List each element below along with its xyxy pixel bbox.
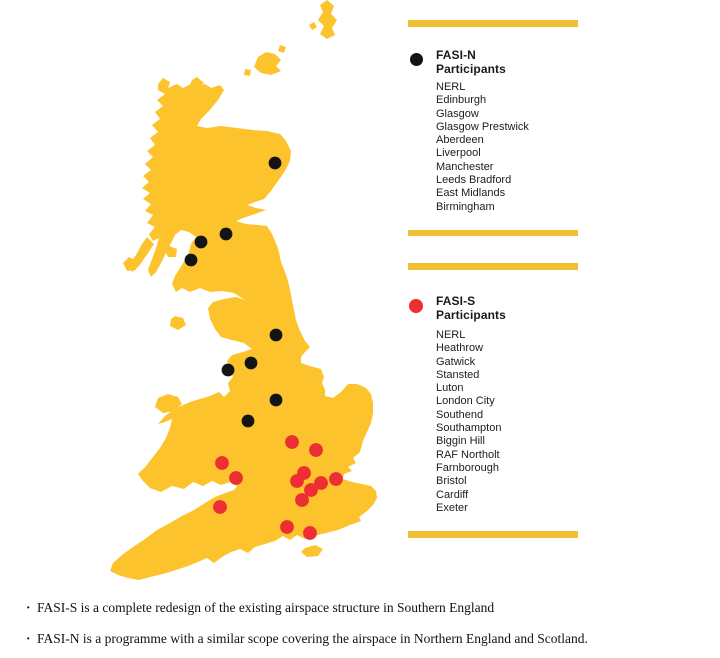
footnote-fasi-s: · FASI-S is a complete redesign of the ex…: [26, 599, 686, 616]
footnote-fasi-n: · FASI-N is a programme with a similar sc…: [26, 630, 686, 647]
legend-item: NERL: [436, 81, 466, 93]
legend-item: Southend: [436, 408, 484, 421]
island: [301, 545, 323, 557]
fasi-s-dot: [314, 476, 328, 490]
island: [155, 394, 182, 413]
fasi-s-legend-dot-icon: [409, 299, 423, 313]
legend-item: Glasgow Prestwick: [436, 120, 529, 133]
fasi-s-dot: [229, 471, 243, 485]
island: [309, 22, 317, 30]
fasi-n-top-rule: [408, 20, 578, 27]
island: [162, 132, 172, 147]
legend-item: Cardiff: [436, 488, 469, 501]
fasi-n-dot: [269, 328, 283, 342]
fasi-s-dot: [329, 472, 343, 486]
fasi-n-dots-group: [184, 156, 283, 428]
fasi-n-title-line: FASI-N: [436, 48, 476, 62]
legend-item: NERL: [436, 329, 466, 341]
fasi-s-dot: [309, 443, 323, 457]
island: [179, 149, 211, 184]
map-mainland: [110, 78, 377, 580]
fasi-s-bottom-rule: [408, 531, 578, 538]
legend-item: Gatwick: [436, 355, 476, 368]
fasi-s-dot: [285, 435, 299, 449]
legend-item: Heathrow: [436, 342, 484, 355]
fasi-s-dot: [290, 474, 304, 488]
legend-item: Bristol: [436, 475, 467, 488]
fasi-s-dots-group: [213, 435, 343, 540]
island: [165, 246, 177, 257]
legend-item: Stansted: [436, 368, 480, 381]
legend-item: Liverpool: [436, 147, 481, 160]
fasi-n-dot: [184, 253, 198, 267]
fasi-s-participant-list: NERL Heathrow Gatwick Stansted Luton London C…: [436, 329, 501, 515]
fasi-s-dot: [304, 483, 318, 497]
fasi-n-legend-title: FASI-N Participants: [436, 48, 506, 76]
legend-item: Manchester: [436, 160, 494, 173]
bullet-icon: ·: [26, 631, 31, 646]
fasi-n-dot: [219, 227, 233, 241]
legend-item: Glasgow: [436, 107, 479, 120]
fasi-n-legend-dot-icon: [410, 53, 423, 66]
island: [123, 257, 137, 271]
island: [244, 69, 251, 76]
fasi-n-dot: [221, 363, 235, 377]
legend-item: Edinburgh: [436, 94, 487, 107]
island: [254, 52, 281, 75]
island: [170, 316, 186, 330]
fasi-n-dot: [241, 414, 255, 428]
fasi-n-subtitle-line: Participants: [436, 61, 506, 76]
fasi-n-participant-list: NERL Edinburgh Glasgow Glasgow Prestwick Abe…: [436, 81, 529, 214]
legend-item: London City: [436, 395, 495, 408]
island: [161, 211, 194, 229]
legend-item: Luton: [436, 382, 464, 395]
legend-item: Leeds Bradford: [436, 174, 512, 187]
fasi-s-dot: [213, 500, 227, 514]
legend-item: Birmingham: [436, 200, 495, 213]
fasi-n-bottom-rule: [408, 230, 578, 236]
fasi-s-legend-title: FASI-S Participants: [436, 294, 506, 322]
legend-item: Exeter: [436, 501, 468, 514]
fasi-s-dot: [295, 493, 309, 507]
footnote-fasi-s-text: FASI-S is a complete redesign of the exi…: [37, 600, 495, 615]
fasi-s-subtitle-line: Participants: [436, 307, 506, 322]
fasi-n-dot: [268, 156, 282, 170]
fasi-s-title-line: FASI-S: [436, 294, 476, 308]
fasi-n-dot: [269, 393, 283, 407]
island: [318, 0, 337, 39]
island: [179, 77, 204, 113]
legend-item: Farnborough: [436, 461, 499, 474]
fasi-s-dot: [280, 520, 294, 534]
fasi-s-top-rule: [408, 263, 578, 270]
bullet-icon: ·: [26, 600, 31, 615]
fasi-s-dot: [215, 456, 229, 470]
fasi-n-dot: [194, 235, 208, 249]
island: [278, 45, 286, 53]
legend-item: Southampton: [436, 422, 502, 435]
footnote-fasi-n-text: FASI-N is a programme with a similar sco…: [37, 631, 588, 646]
fasi-n-dot: [244, 356, 258, 370]
legend-item: Biggin Hill: [436, 435, 485, 448]
legend-item: Aberdeen: [436, 134, 484, 147]
map-islands: [123, 0, 337, 557]
fasi-s-dot: [303, 526, 317, 540]
legend-item: RAF Northolt: [436, 448, 500, 461]
island: [166, 116, 179, 128]
legend-item: East Midlands: [436, 187, 506, 200]
